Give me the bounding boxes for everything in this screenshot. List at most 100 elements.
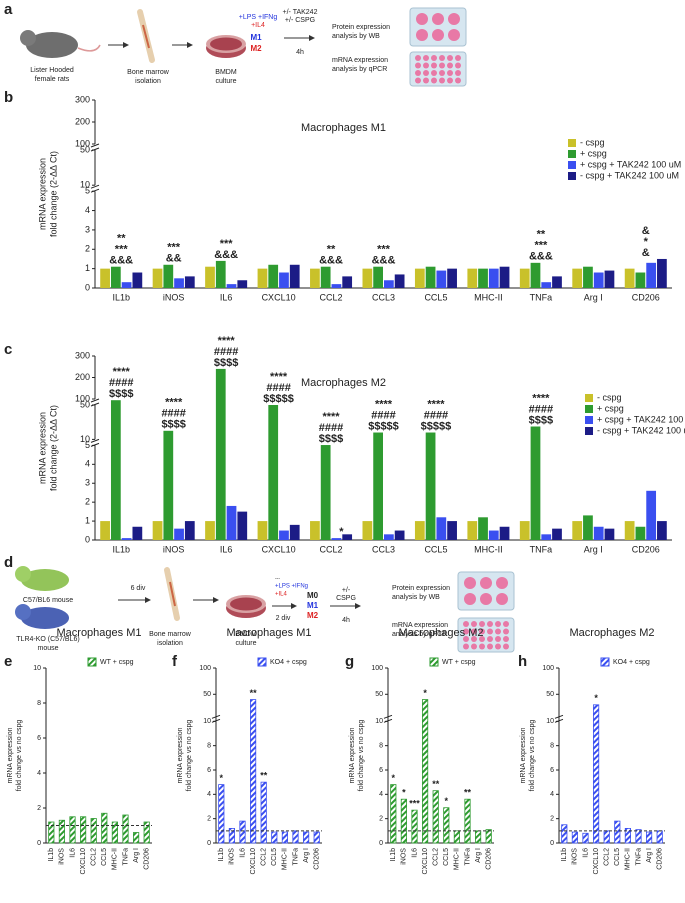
diagram-text: 4h <box>342 617 350 624</box>
bar <box>635 272 646 288</box>
bar <box>342 276 353 288</box>
x-tick-label: MHC-II <box>625 848 632 870</box>
bar <box>313 831 320 844</box>
annotation: &&& <box>372 255 396 267</box>
diagram-text: +/- CSPG <box>285 17 315 24</box>
x-tick-label: IL6 <box>582 848 589 858</box>
y-tick-label: 50 <box>80 144 90 154</box>
annotation: **** <box>113 366 131 378</box>
x-tick-label: MHC-II <box>112 848 119 870</box>
bar <box>657 521 667 540</box>
annotation: #### <box>109 377 133 389</box>
annotation: ** <box>117 233 126 245</box>
annotation: #### <box>424 409 448 421</box>
annotation: $$$$$ <box>263 393 294 405</box>
x-tick-label: IL1b <box>112 292 130 302</box>
annotation: **** <box>322 411 340 423</box>
diagram-text: mRNA expression <box>332 57 388 64</box>
diagram-text: mRNA expression <box>392 622 448 629</box>
x-tick-label: CXCL10 <box>262 544 296 554</box>
diagram-text: M0 <box>307 591 319 600</box>
diagram-text: Bone marrow <box>149 631 192 638</box>
x-tick-label: CXCL10 <box>422 848 429 875</box>
y-tick-label: 0 <box>37 840 41 847</box>
bar <box>257 521 268 540</box>
bar <box>260 781 267 844</box>
annotation: &&& <box>529 251 553 263</box>
panel-label: e <box>4 653 12 670</box>
diagram-d: C57/BL6 mouse TLR4-KO (C57/BL6) mouse 6 … <box>15 566 515 653</box>
axis-break <box>383 714 393 719</box>
y-tick-label: 4 <box>379 791 383 798</box>
legend-label: + cspg <box>597 403 624 413</box>
annotation: #### <box>319 422 343 434</box>
annotation: ** <box>537 229 546 241</box>
bar <box>121 282 132 288</box>
annotation: &&& <box>214 249 238 261</box>
x-tick-label: iNOS <box>163 292 185 302</box>
axis-break <box>90 438 100 443</box>
bar <box>583 515 593 540</box>
annotation: ** <box>250 688 258 698</box>
diagram-text: culture <box>235 640 256 647</box>
bar <box>279 272 289 288</box>
x-tick-label: CXCL10 <box>80 848 87 875</box>
x-tick-label: CCL5 <box>424 544 447 554</box>
bar <box>411 809 418 844</box>
bar <box>400 798 407 844</box>
diagram-text: BMDM <box>215 69 237 76</box>
bar <box>215 368 226 540</box>
bar <box>90 818 97 844</box>
bar <box>443 807 450 844</box>
x-tick-label: iNOS <box>572 848 579 865</box>
y-tick-label: 0 <box>379 840 383 847</box>
bar <box>475 830 482 844</box>
x-tick-label: iNOS <box>401 848 408 865</box>
chart-title: Macrophages M1 <box>227 627 312 639</box>
bar <box>519 521 530 540</box>
bar <box>488 530 499 540</box>
bar <box>593 272 604 288</box>
diagram-text: +LPS +IFNg <box>239 14 278 21</box>
diagram-text: analysis by WB <box>392 594 440 601</box>
bar <box>519 268 530 288</box>
bar <box>268 264 279 288</box>
bar <box>436 517 447 540</box>
chart-title: Macrophages M2 <box>301 377 386 389</box>
bar <box>414 521 425 540</box>
x-tick-label: CCL5 <box>443 848 450 866</box>
panel-label: f <box>172 653 178 670</box>
annotation: *** <box>377 244 391 256</box>
y-axis-label: mRNA expression <box>37 412 47 484</box>
diagram-text: TLR4-KO (C57/BL6) <box>16 636 79 643</box>
x-tick-label: CCL5 <box>614 848 621 866</box>
annotation: $$$$ <box>214 357 238 369</box>
annotation: **** <box>532 392 550 404</box>
bar <box>310 268 320 288</box>
bar <box>604 528 615 540</box>
bar <box>541 282 552 288</box>
y-tick-label: 1 <box>85 263 90 273</box>
y-axis-label: mRNA expression <box>7 727 14 783</box>
diagram-text: +LPS +IFNg <box>275 584 308 590</box>
axis-break <box>90 398 100 403</box>
bar <box>281 831 288 844</box>
diagram-text: female rats <box>35 76 70 83</box>
bar <box>218 784 225 844</box>
bar <box>100 268 110 288</box>
bar <box>467 521 478 540</box>
y-tick-label: 4 <box>550 791 554 798</box>
x-tick-label: IL6 <box>411 848 418 858</box>
legend-label: - cspg <box>597 392 622 402</box>
x-tick-label: iNOS <box>229 848 236 865</box>
y-tick-label: 0 <box>85 534 90 544</box>
y-tick-label: 10 <box>546 718 554 725</box>
y-tick-label: 50 <box>80 399 90 409</box>
diagram-text: isolation <box>135 78 161 85</box>
annotation: #### <box>529 403 553 415</box>
bar <box>268 405 279 540</box>
bar <box>478 268 488 288</box>
bar <box>257 268 268 288</box>
y-tick-label: 0 <box>85 282 90 292</box>
